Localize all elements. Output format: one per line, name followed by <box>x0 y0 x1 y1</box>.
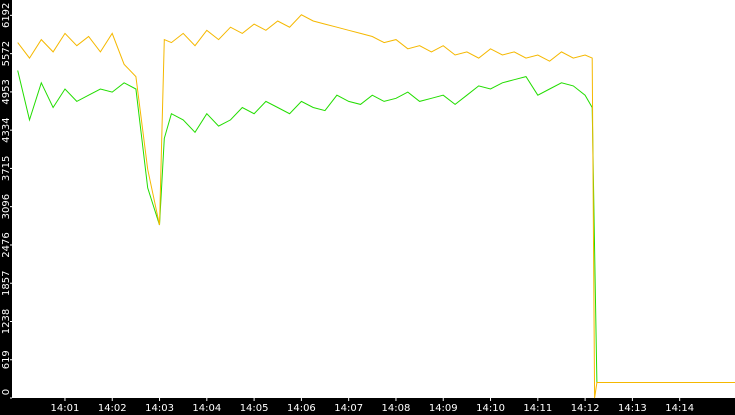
y-tick-label: 3096 <box>1 194 12 219</box>
x-tick-label: 14:13 <box>618 403 647 414</box>
x-tick-label: 14:11 <box>523 403 552 414</box>
x-tick-label: 14:03 <box>145 403 174 414</box>
y-tick-label: 1857 <box>1 271 12 296</box>
x-tick-label: 14:07 <box>334 403 363 414</box>
y-tick-label: 6192 <box>1 3 12 28</box>
series-line <box>17 70 735 383</box>
y-tick-label: 5572 <box>1 41 12 66</box>
y-tick-label: 619 <box>1 350 12 369</box>
x-axis-bar <box>0 398 735 415</box>
x-tick-label: 14:04 <box>192 403 221 414</box>
x-tick-label: 14:10 <box>476 403 505 414</box>
x-tick-label: 14:06 <box>287 403 316 414</box>
x-tick-label: 14:08 <box>382 403 411 414</box>
x-tick-label: 14:01 <box>51 403 80 414</box>
x-tick-label: 14:12 <box>571 403 600 414</box>
y-tick-label: 1238 <box>1 309 12 334</box>
y-tick-label: 2476 <box>1 232 12 257</box>
x-tick-label: 14:14 <box>665 403 694 414</box>
x-tick-label: 14:09 <box>429 403 458 414</box>
y-tick-label: 4334 <box>1 117 12 142</box>
x-tick-label: 14:02 <box>98 403 127 414</box>
x-tick-label: 14:05 <box>240 403 269 414</box>
y-tick-label: 0 <box>1 389 12 395</box>
y-axis-bar <box>0 0 12 415</box>
series-line <box>17 14 735 399</box>
y-tick-label: 4953 <box>1 79 12 104</box>
y-tick-label: 3715 <box>1 156 12 181</box>
